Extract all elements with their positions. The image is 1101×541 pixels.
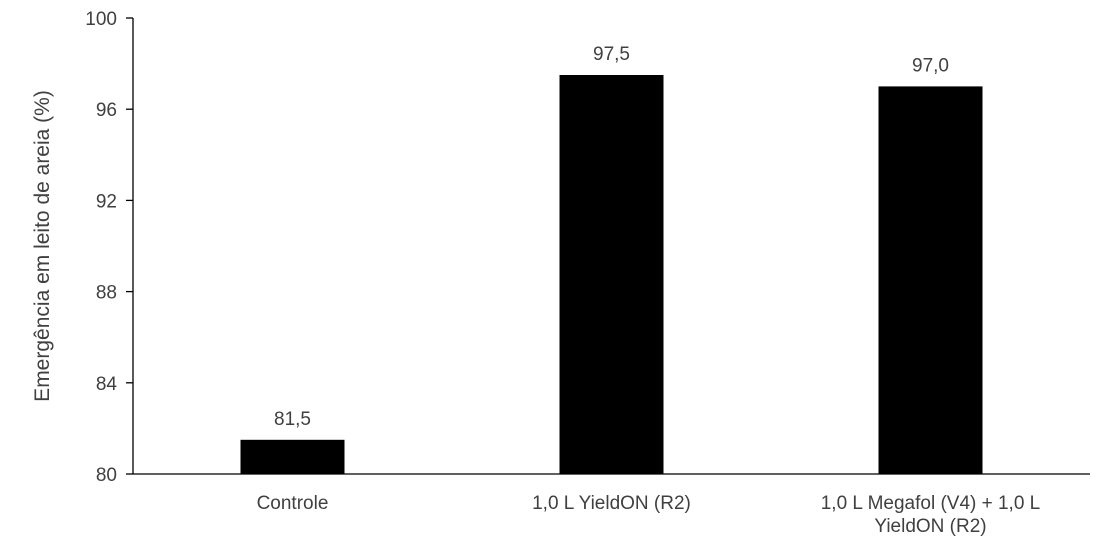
y-tick-label: 100 [85,9,117,30]
x-category-label: 1,0 L YieldON (R2) [532,493,691,514]
y-tick-label: 92 [96,191,117,212]
y-tick-label: 88 [96,283,117,304]
bar-data-label: 97,5 [593,44,630,65]
x-axis-category-labels: Controle 1,0 L YieldON (R2) 1,0 L Megafol … [257,493,1041,537]
data-labels: 81,5 97,5 97,0 [274,44,949,430]
y-axis-ticks: 80 84 88 92 96 100 [85,9,133,486]
bar [878,86,983,475]
y-tick-label: 96 [96,100,117,121]
bar [240,439,345,474]
y-axis-title: Emergência em leito de areia (%) [31,90,54,402]
bar-data-label: 81,5 [274,409,311,430]
y-tick-label: 84 [96,374,118,395]
bar-series [240,75,983,475]
bar-data-label: 97,0 [912,55,949,76]
y-tick-label: 80 [96,465,117,486]
x-category-label: Controle [257,493,329,514]
bar [559,75,664,474]
x-category-label: 1,0 L Megafol (V4) + 1,0 L YieldON (R2) [821,493,1041,537]
